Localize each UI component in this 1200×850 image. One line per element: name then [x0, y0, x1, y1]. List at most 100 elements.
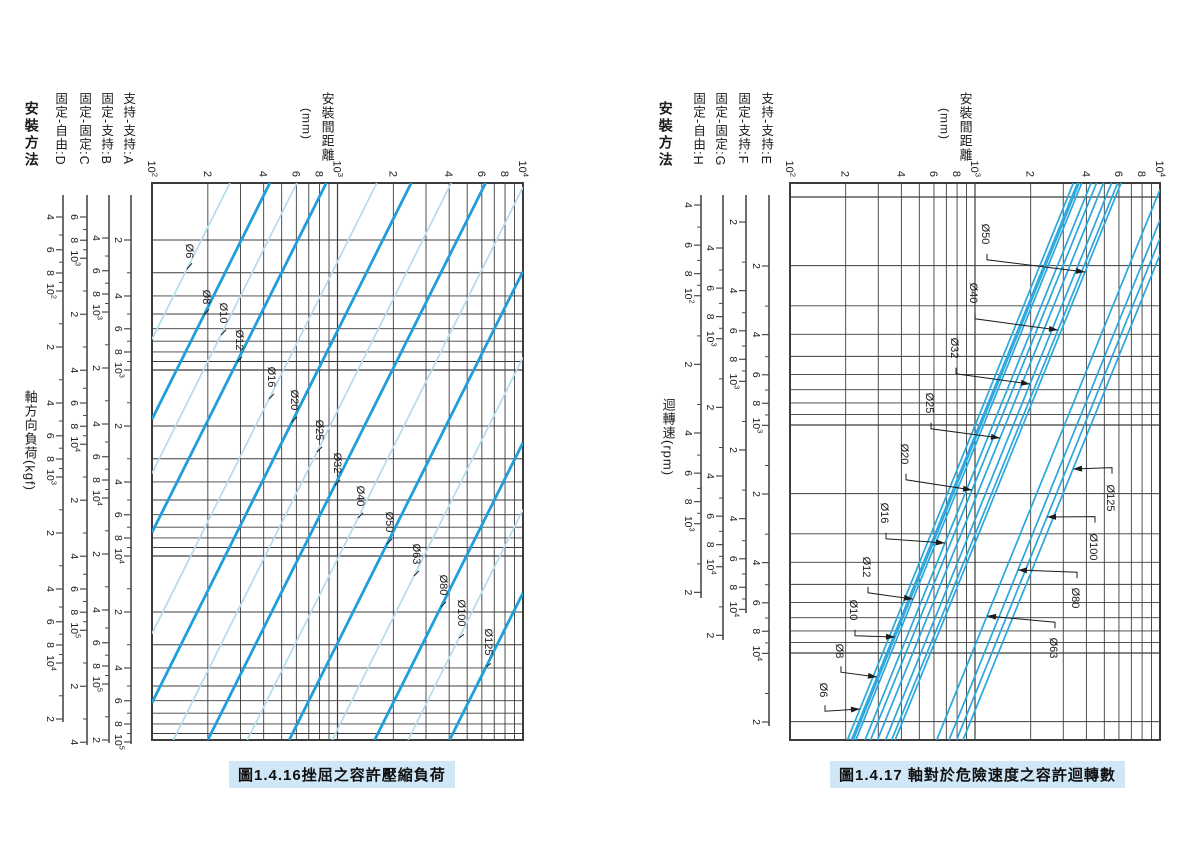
scale-tick-label: 102: [682, 288, 697, 304]
diameter-line-50: [287, 270, 523, 740]
scale-tick-label: 103: [112, 362, 127, 378]
scale-tick-label: 6: [90, 640, 102, 646]
scale-tick-label: 8: [112, 535, 124, 541]
plot-border: [789, 182, 1161, 741]
scale-tick-label: 2: [68, 497, 80, 503]
x-tick-label: 8: [313, 171, 325, 177]
scale-tick-label: 8: [90, 291, 102, 297]
scale-tick-label: 104: [68, 436, 83, 452]
scale-tick-label: 104: [704, 559, 719, 575]
diameter-line-16: [152, 183, 378, 634]
scale-tick-label: 103: [704, 331, 719, 347]
diameter-line-8: [152, 183, 272, 420]
leader-line: [867, 586, 914, 600]
x-tick-label: 4: [1079, 171, 1091, 177]
diameter-label-16: Ø16: [878, 503, 890, 524]
scale-tick-label: 8: [68, 609, 80, 615]
scale-tick-label: 6: [112, 512, 124, 518]
scale-tick-label: 104: [112, 548, 127, 564]
diameter-lines: [846, 183, 1160, 740]
diameter-label-10: Ø10: [847, 600, 859, 621]
leader-arrowhead: [1073, 465, 1083, 472]
x-axis-title-distance-2: 安裝間距離: [957, 92, 973, 162]
diameter-label-32: Ø32: [331, 453, 343, 474]
scale-header-H: 固定-自由:H: [691, 92, 706, 166]
leader-arrowhead: [1075, 267, 1085, 274]
x-tick-label: 102: [783, 160, 798, 177]
diameter-label-16: Ø16: [265, 367, 277, 388]
leader-arrowhead: [850, 706, 860, 713]
scale-tick-label: 2: [90, 365, 102, 371]
leader-line: [824, 705, 861, 712]
scale-tick-label: 102: [44, 283, 59, 299]
leader-line: [1017, 569, 1078, 579]
diameter-label-40: Ø40: [354, 486, 366, 507]
scale-tick-label: 6: [704, 285, 716, 291]
leader-arrowhead: [1048, 325, 1058, 332]
scale-tick-label: 2: [90, 551, 102, 557]
scale-tick-label: 4: [704, 473, 716, 479]
plot-border: [151, 182, 524, 741]
diameter-line-10: [852, 183, 1080, 740]
scale-tick-label: 4: [90, 235, 102, 241]
scale-tick-label: 8: [112, 349, 124, 355]
scale-tick-label: 4: [727, 516, 739, 522]
scale-tick-label: 6: [682, 470, 694, 476]
x-tick-label: 6: [475, 171, 487, 177]
leader-line: [1046, 516, 1096, 523]
scale-tick-label: 4: [682, 430, 694, 436]
diameter-label-32: Ø32: [948, 338, 960, 359]
scale-tick-label: 8: [44, 456, 56, 462]
diameter-line-80: [948, 219, 1160, 740]
scale-A: 2 4 6 8 103 2 4 6 8 104 2 4 6 8 105: [112, 195, 132, 750]
label-tick: [268, 393, 275, 400]
mounting-method-title-2: 安裝方法: [657, 101, 674, 169]
scale-tick-label: 4: [112, 479, 124, 485]
scale-tick-label: 4: [68, 739, 80, 745]
leader-line: [854, 629, 896, 638]
label-tick: [220, 329, 227, 336]
x-axis-title-distance: 安裝間距離: [319, 92, 335, 162]
diameter-line-32: [206, 183, 487, 740]
scale-tick-label: 104: [727, 601, 742, 617]
scale-tick-label: 8: [682, 499, 694, 505]
scale-tick-label: 103: [682, 516, 697, 532]
diameter-label-20: Ø20: [288, 390, 300, 411]
x-tick-label: 6: [1112, 171, 1124, 177]
leader-arrowhead: [962, 485, 972, 492]
x-tick-label: 6: [927, 171, 939, 177]
scale-tick-label: 2: [750, 263, 762, 269]
scale-tick-label: 8: [682, 271, 694, 277]
fig1416: 102 2 4 6 8 103 2 4 6 8 104 4 6 8 102 2 4 6 8 103 2 4 6 8 104 2 6 8…: [44, 160, 531, 749]
leader-arrowhead: [990, 433, 1000, 440]
label-tick: [386, 538, 393, 545]
scale-tick-label: 103: [44, 469, 59, 485]
scale-tick-label: 2: [750, 719, 762, 725]
scale-tick-label: 6: [727, 328, 739, 334]
diameter-line-25: [876, 183, 1105, 740]
scale-tick-label: 2: [90, 737, 102, 743]
x-tick-label: 4: [442, 171, 454, 177]
scale-tick-label: 4: [44, 214, 56, 220]
diameter-label-50: Ø50: [383, 512, 395, 533]
scale-tick-label: 2: [727, 219, 739, 225]
label-tick: [458, 633, 465, 639]
diameter-line-6: [152, 183, 231, 340]
fig1417: 102 2 4 6 8 103 2 4 6 8 104 4 6 8 102 2 4 6 8 103 2 4 6 8 103 2 4 6…: [682, 160, 1168, 741]
x-tick-label: 4: [257, 171, 269, 177]
diameter-line-12: [152, 183, 328, 534]
scale-header-E: 支持-支持:E: [759, 92, 774, 165]
scale-tick-label: 8: [44, 642, 56, 648]
diameter-label-63: Ø63: [1047, 638, 1059, 659]
label-tick: [236, 356, 243, 363]
leader-arrowhead: [1047, 513, 1057, 520]
scale-tick-label: 6: [750, 372, 762, 378]
label-tick: [186, 262, 193, 270]
diameter-label-63: Ø63: [410, 544, 422, 565]
scale-C: 6 8 103 2 4 6 8 104 2 4 6 8 105 2 4: [68, 195, 88, 745]
scale-B: 4 6 8 103 2 4 6 8 104 2 4 6 8 105 2: [90, 195, 110, 743]
scale-tick-label: 2: [112, 423, 124, 429]
scale-tick-label: 6: [44, 247, 56, 253]
scale-tick-label: 105: [90, 676, 105, 692]
